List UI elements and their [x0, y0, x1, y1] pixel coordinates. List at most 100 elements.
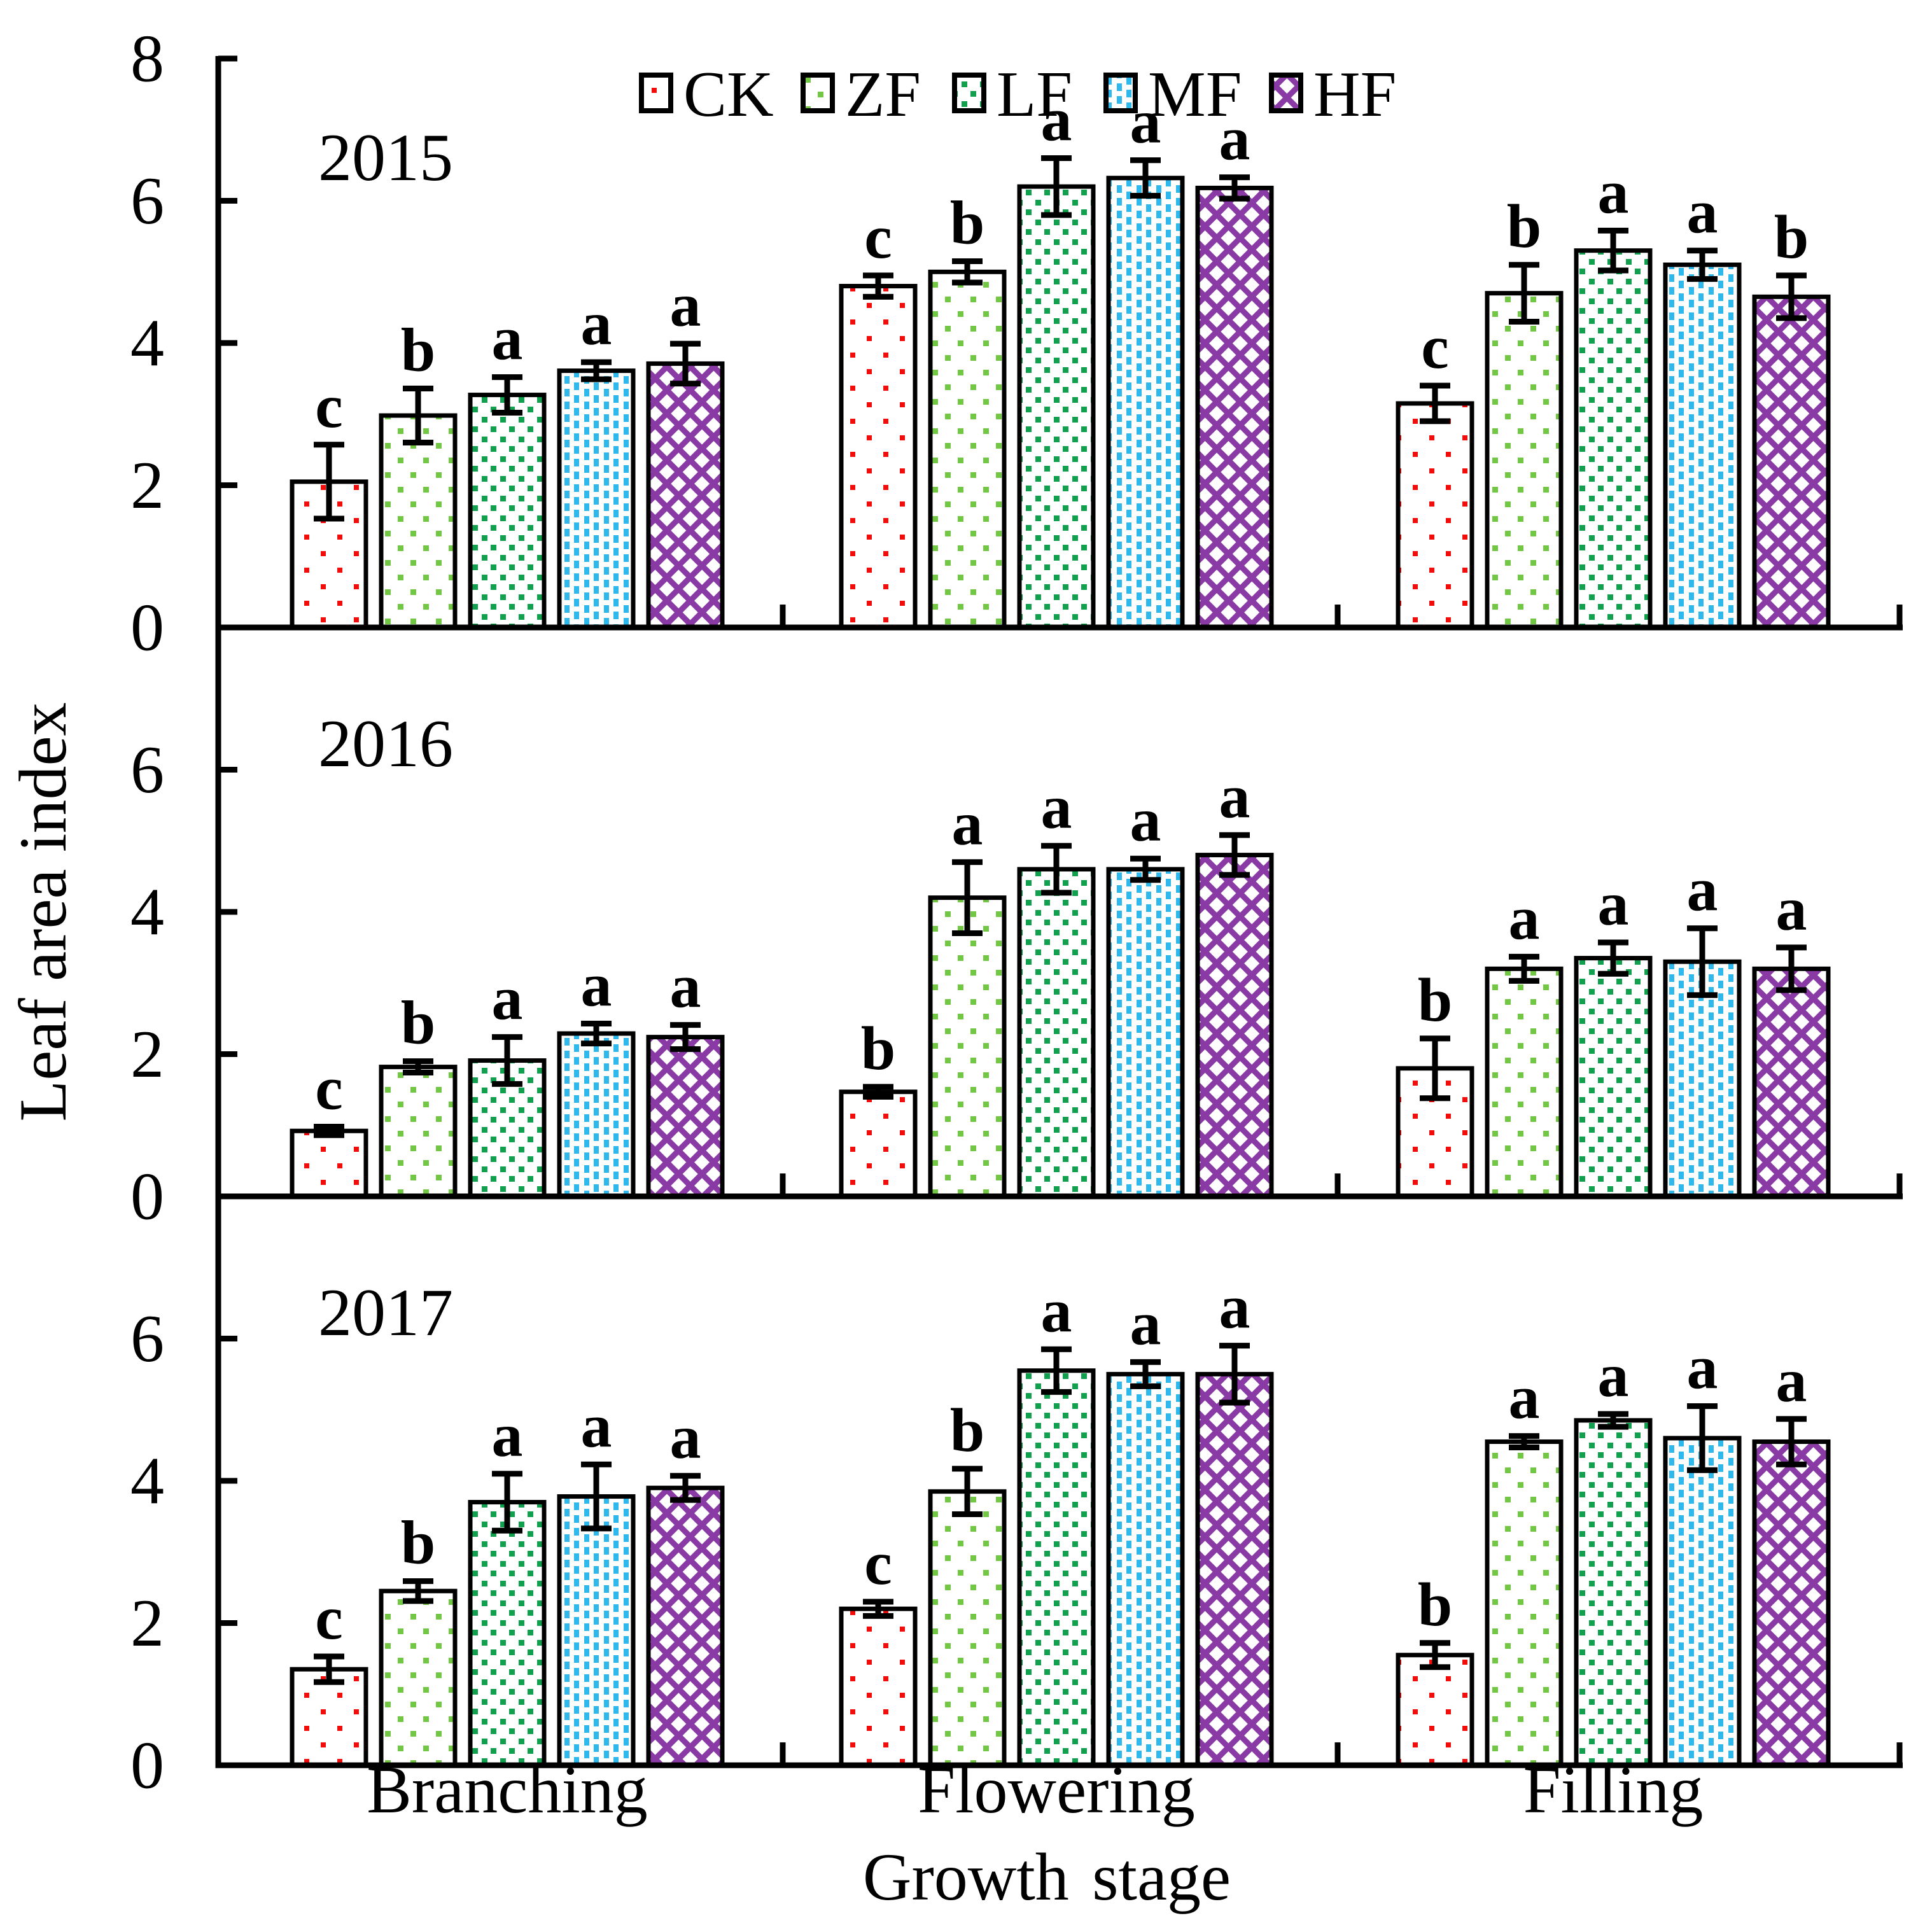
significance-letter: a	[1776, 875, 1807, 944]
stage-label-filling: Filling	[1523, 1753, 1704, 1827]
bar-MF-Branching-2015	[557, 368, 636, 630]
significance-letter: b	[1507, 192, 1542, 261]
legend-swatch-CK	[639, 73, 673, 113]
bar-HF-Filling-2015	[1752, 294, 1831, 630]
bar-HF-Branching-2016	[646, 1035, 725, 1199]
panel-year-label: 2017	[318, 1275, 453, 1350]
significance-letter: a	[1687, 1334, 1718, 1403]
panel-year-label: 2015	[318, 120, 453, 195]
bar-ZF-Flowering-2016	[928, 895, 1007, 1199]
significance-letter: a	[1130, 1289, 1161, 1358]
significance-letter: a	[1776, 1347, 1807, 1415]
significance-letter: b	[950, 188, 985, 257]
bar-MF-Branching-2016	[557, 1031, 636, 1199]
significance-letter: c	[315, 372, 343, 441]
bar-LF-Branching-2015	[468, 393, 547, 630]
legend-item-LF: LF	[952, 59, 1072, 130]
bar-LF-Filling-2015	[1574, 248, 1653, 630]
bar-HF-Filling-2016	[1752, 966, 1831, 1199]
bar-LF-Filling-2016	[1574, 956, 1653, 1199]
significance-letter: a	[1219, 105, 1250, 174]
bar-HF-Flowering-2017	[1195, 1371, 1274, 1768]
bar-ZF-Flowering-2017	[928, 1489, 1007, 1768]
bar-MF-Branching-2017	[557, 1494, 636, 1768]
legend-item-ZF: ZF	[801, 59, 921, 130]
bar-LF-Flowering-2016	[1017, 867, 1096, 1199]
legend-swatch-LF	[952, 73, 986, 113]
y-tick-label: 0	[130, 591, 164, 665]
bar-ZF-Branching-2015	[379, 413, 458, 630]
bar-MF-Filling-2016	[1663, 959, 1742, 1199]
significance-letter: a	[492, 1401, 523, 1470]
legend-label-ZF: ZF	[845, 59, 921, 130]
y-axis-title: Leaf area index	[6, 702, 80, 1121]
significance-letter: a	[1219, 1273, 1250, 1342]
significance-letter: a	[1687, 856, 1718, 925]
significance-letter: a	[581, 290, 612, 358]
significance-letter: b	[401, 989, 436, 1058]
y-tick-label: 4	[130, 875, 164, 949]
y-tick-label: 0	[130, 1159, 164, 1234]
bar-CK-Filling-2015	[1396, 401, 1474, 630]
legend-item-CK: CK	[639, 59, 774, 130]
significance-letter: a	[1219, 762, 1250, 831]
legend-label-MF: MF	[1148, 59, 1242, 130]
panel-year-label: 2016	[318, 706, 453, 781]
significance-letter: c	[1421, 313, 1449, 382]
bar-LF-Flowering-2017	[1017, 1368, 1096, 1768]
y-tick-label: 2	[130, 448, 164, 522]
bar-MF-Flowering-2017	[1106, 1371, 1185, 1768]
significance-letter: c	[315, 1054, 343, 1123]
significance-letter: a	[670, 271, 701, 340]
legend-label-HF: HF	[1313, 59, 1396, 130]
significance-letter: c	[864, 203, 892, 272]
significance-letter: a	[1598, 1341, 1629, 1410]
significance-letter: a	[1041, 85, 1072, 154]
bar-HF-Flowering-2015	[1195, 185, 1274, 630]
bar-CK-Branching-2017	[290, 1667, 368, 1768]
significance-letter: b	[861, 1014, 896, 1083]
legend-item-MF: MF	[1103, 59, 1242, 130]
significance-letter: a	[1687, 178, 1718, 247]
bar-LF-Filling-2017	[1574, 1418, 1653, 1768]
bar-MF-Flowering-2016	[1106, 867, 1185, 1199]
significance-letter: a	[492, 305, 523, 374]
significance-letter: a	[952, 790, 983, 858]
significance-letter: b	[1418, 1571, 1453, 1639]
significance-letter: a	[1598, 158, 1629, 227]
y-tick-label: 6	[130, 732, 164, 807]
bar-HF-Filling-2017	[1752, 1439, 1831, 1768]
y-tick-label: 2	[130, 1017, 164, 1091]
stage-label-flowering: Flowering	[918, 1753, 1195, 1827]
bar-MF-Filling-2017	[1663, 1436, 1742, 1768]
significance-letter: a	[1041, 773, 1072, 842]
bar-CK-Filling-2017	[1396, 1653, 1474, 1768]
bar-CK-Branching-2016	[290, 1128, 368, 1199]
y-tick-label: 8	[130, 22, 164, 96]
y-tick-label: 4	[130, 306, 164, 381]
significance-letter: a	[581, 951, 612, 1019]
y-tick-label: 6	[130, 164, 164, 238]
y-tick-label: 6	[130, 1301, 164, 1376]
bar-CK-Flowering-2016	[839, 1089, 918, 1199]
bar-CK-Flowering-2015	[839, 284, 918, 630]
significance-letter: b	[401, 1509, 436, 1578]
bar-ZF-Filling-2017	[1485, 1439, 1564, 1768]
bar-LF-Branching-2017	[468, 1500, 547, 1768]
bar-ZF-Filling-2015	[1485, 291, 1564, 630]
legend-swatch-MF	[1103, 73, 1138, 113]
bar-MF-Filling-2015	[1663, 262, 1742, 630]
significance-letter: a	[1509, 884, 1540, 953]
y-tick-label: 2	[130, 1586, 164, 1660]
significance-letter: b	[401, 316, 436, 385]
bar-ZF-Filling-2016	[1485, 966, 1564, 1199]
legend-swatch-ZF	[801, 73, 835, 113]
significance-letter: a	[670, 1403, 701, 1472]
significance-letter: b	[1774, 203, 1809, 272]
significance-letter: a	[1509, 1364, 1540, 1432]
bar-CK-Flowering-2017	[839, 1606, 918, 1768]
